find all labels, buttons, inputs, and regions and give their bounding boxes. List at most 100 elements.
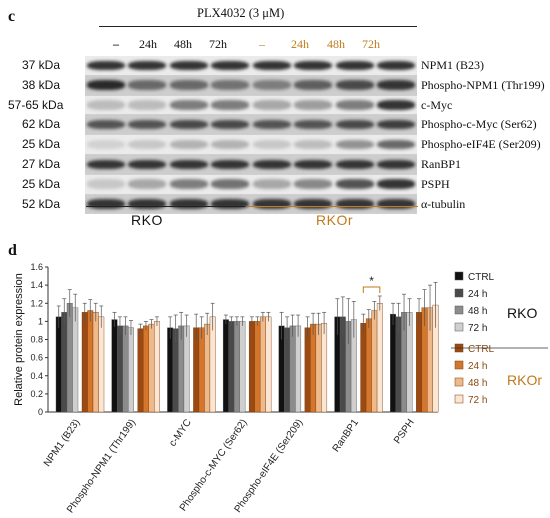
blot-band (377, 60, 416, 71)
blot-band (377, 139, 416, 150)
blot-band (169, 179, 208, 189)
blot-lane (251, 56, 293, 75)
protein-label: Phospho-NPM1 (Thr199) (421, 77, 545, 92)
blot-band (335, 139, 374, 150)
protein-label: RanBP1 (421, 157, 462, 171)
blot-band (335, 60, 374, 71)
blot-lane (127, 96, 169, 115)
blot-lane (251, 135, 293, 154)
group-divider-rko (86, 206, 245, 207)
blot-row (85, 154, 418, 175)
bar (137, 328, 144, 413)
bar (72, 307, 79, 413)
legend-group-rkor: RKOr (507, 372, 542, 388)
blot-band (86, 199, 125, 209)
blot-band (86, 80, 125, 90)
blot-lane (85, 96, 127, 115)
y-tick-label: 0 (38, 407, 43, 417)
blot-band (169, 120, 208, 130)
lane-label: 48h (327, 37, 345, 51)
blot-band (294, 120, 333, 130)
blot-band (335, 120, 374, 130)
y-tick-label: 0.2 (30, 389, 43, 399)
blot-lane (210, 135, 252, 154)
blot-lane (376, 155, 418, 174)
blot-lane (168, 96, 210, 115)
blot-band (377, 80, 416, 90)
significance-star: * (369, 274, 374, 288)
bar (390, 313, 396, 413)
blot-lane (293, 115, 335, 134)
legend-label: 48 h (468, 378, 487, 389)
group-divider-rkor (248, 206, 418, 207)
blot-band (377, 100, 416, 110)
blot-band (86, 139, 125, 150)
bar (204, 323, 211, 413)
blot-lane (334, 195, 376, 214)
blot-band (294, 80, 333, 90)
group-label-rko: RKO (131, 212, 163, 228)
blot-band (128, 80, 167, 90)
blot-lane (210, 96, 252, 115)
bar (295, 325, 302, 413)
legend-swatch (454, 360, 464, 370)
blot-lane (334, 175, 376, 194)
blot-band (169, 199, 208, 209)
blot-row (85, 135, 417, 155)
blot-lane (251, 115, 293, 134)
blot-lane (85, 115, 127, 134)
blot-band (169, 80, 208, 90)
blot-band (128, 139, 167, 150)
bar (98, 316, 105, 413)
blot-lane (251, 96, 293, 115)
bar (167, 327, 174, 413)
panel-d-letter: d (8, 242, 17, 259)
blot-band (211, 199, 250, 209)
bar (233, 321, 240, 413)
bar (154, 321, 160, 413)
blot-lane (168, 195, 210, 214)
bar (198, 327, 205, 413)
blot-lane (168, 155, 210, 174)
legend-swatch (454, 322, 464, 332)
kda-label: 25 kDa (22, 176, 61, 191)
lane-label: 72h (209, 37, 227, 51)
blot-band (294, 179, 333, 189)
bar (117, 325, 123, 413)
blot-lane (293, 135, 335, 154)
blot-lane (210, 115, 252, 134)
y-axis-label: Relative protein expression (13, 273, 25, 406)
kda-label: 37 kDa (22, 58, 61, 72)
blot-band (128, 120, 167, 130)
blot-band (252, 139, 291, 150)
blot-lane (85, 175, 127, 194)
blot-lane (251, 76, 293, 95)
blot-lane (168, 56, 210, 75)
bar (61, 312, 68, 413)
blot-lane (85, 76, 127, 95)
blot-band (377, 199, 416, 209)
blot-band (86, 60, 125, 71)
bar (228, 321, 235, 413)
blot-lane (168, 135, 210, 154)
blot-row (85, 95, 417, 116)
protein-label: Phospho-eIF4E (Ser209) (421, 137, 541, 152)
blot-lane (127, 195, 169, 214)
bar (128, 327, 134, 413)
protein-label: PSPH (421, 176, 450, 191)
bar (259, 316, 266, 413)
blot-band (128, 60, 167, 71)
y-tick-label: 0.6 (30, 353, 43, 363)
blot-lane (210, 155, 252, 174)
legend-swatch (454, 271, 464, 281)
blot-band (335, 199, 374, 209)
blot-band (335, 179, 374, 189)
blot-lane (376, 56, 418, 75)
blot-band (128, 100, 167, 110)
legend-label: 48 h (468, 306, 487, 317)
legend-swatch (454, 305, 464, 315)
blot-lane (251, 175, 293, 194)
legend-label: 72 h (468, 395, 487, 406)
y-tick-label: 1.2 (30, 298, 43, 308)
blot-band (211, 100, 250, 110)
